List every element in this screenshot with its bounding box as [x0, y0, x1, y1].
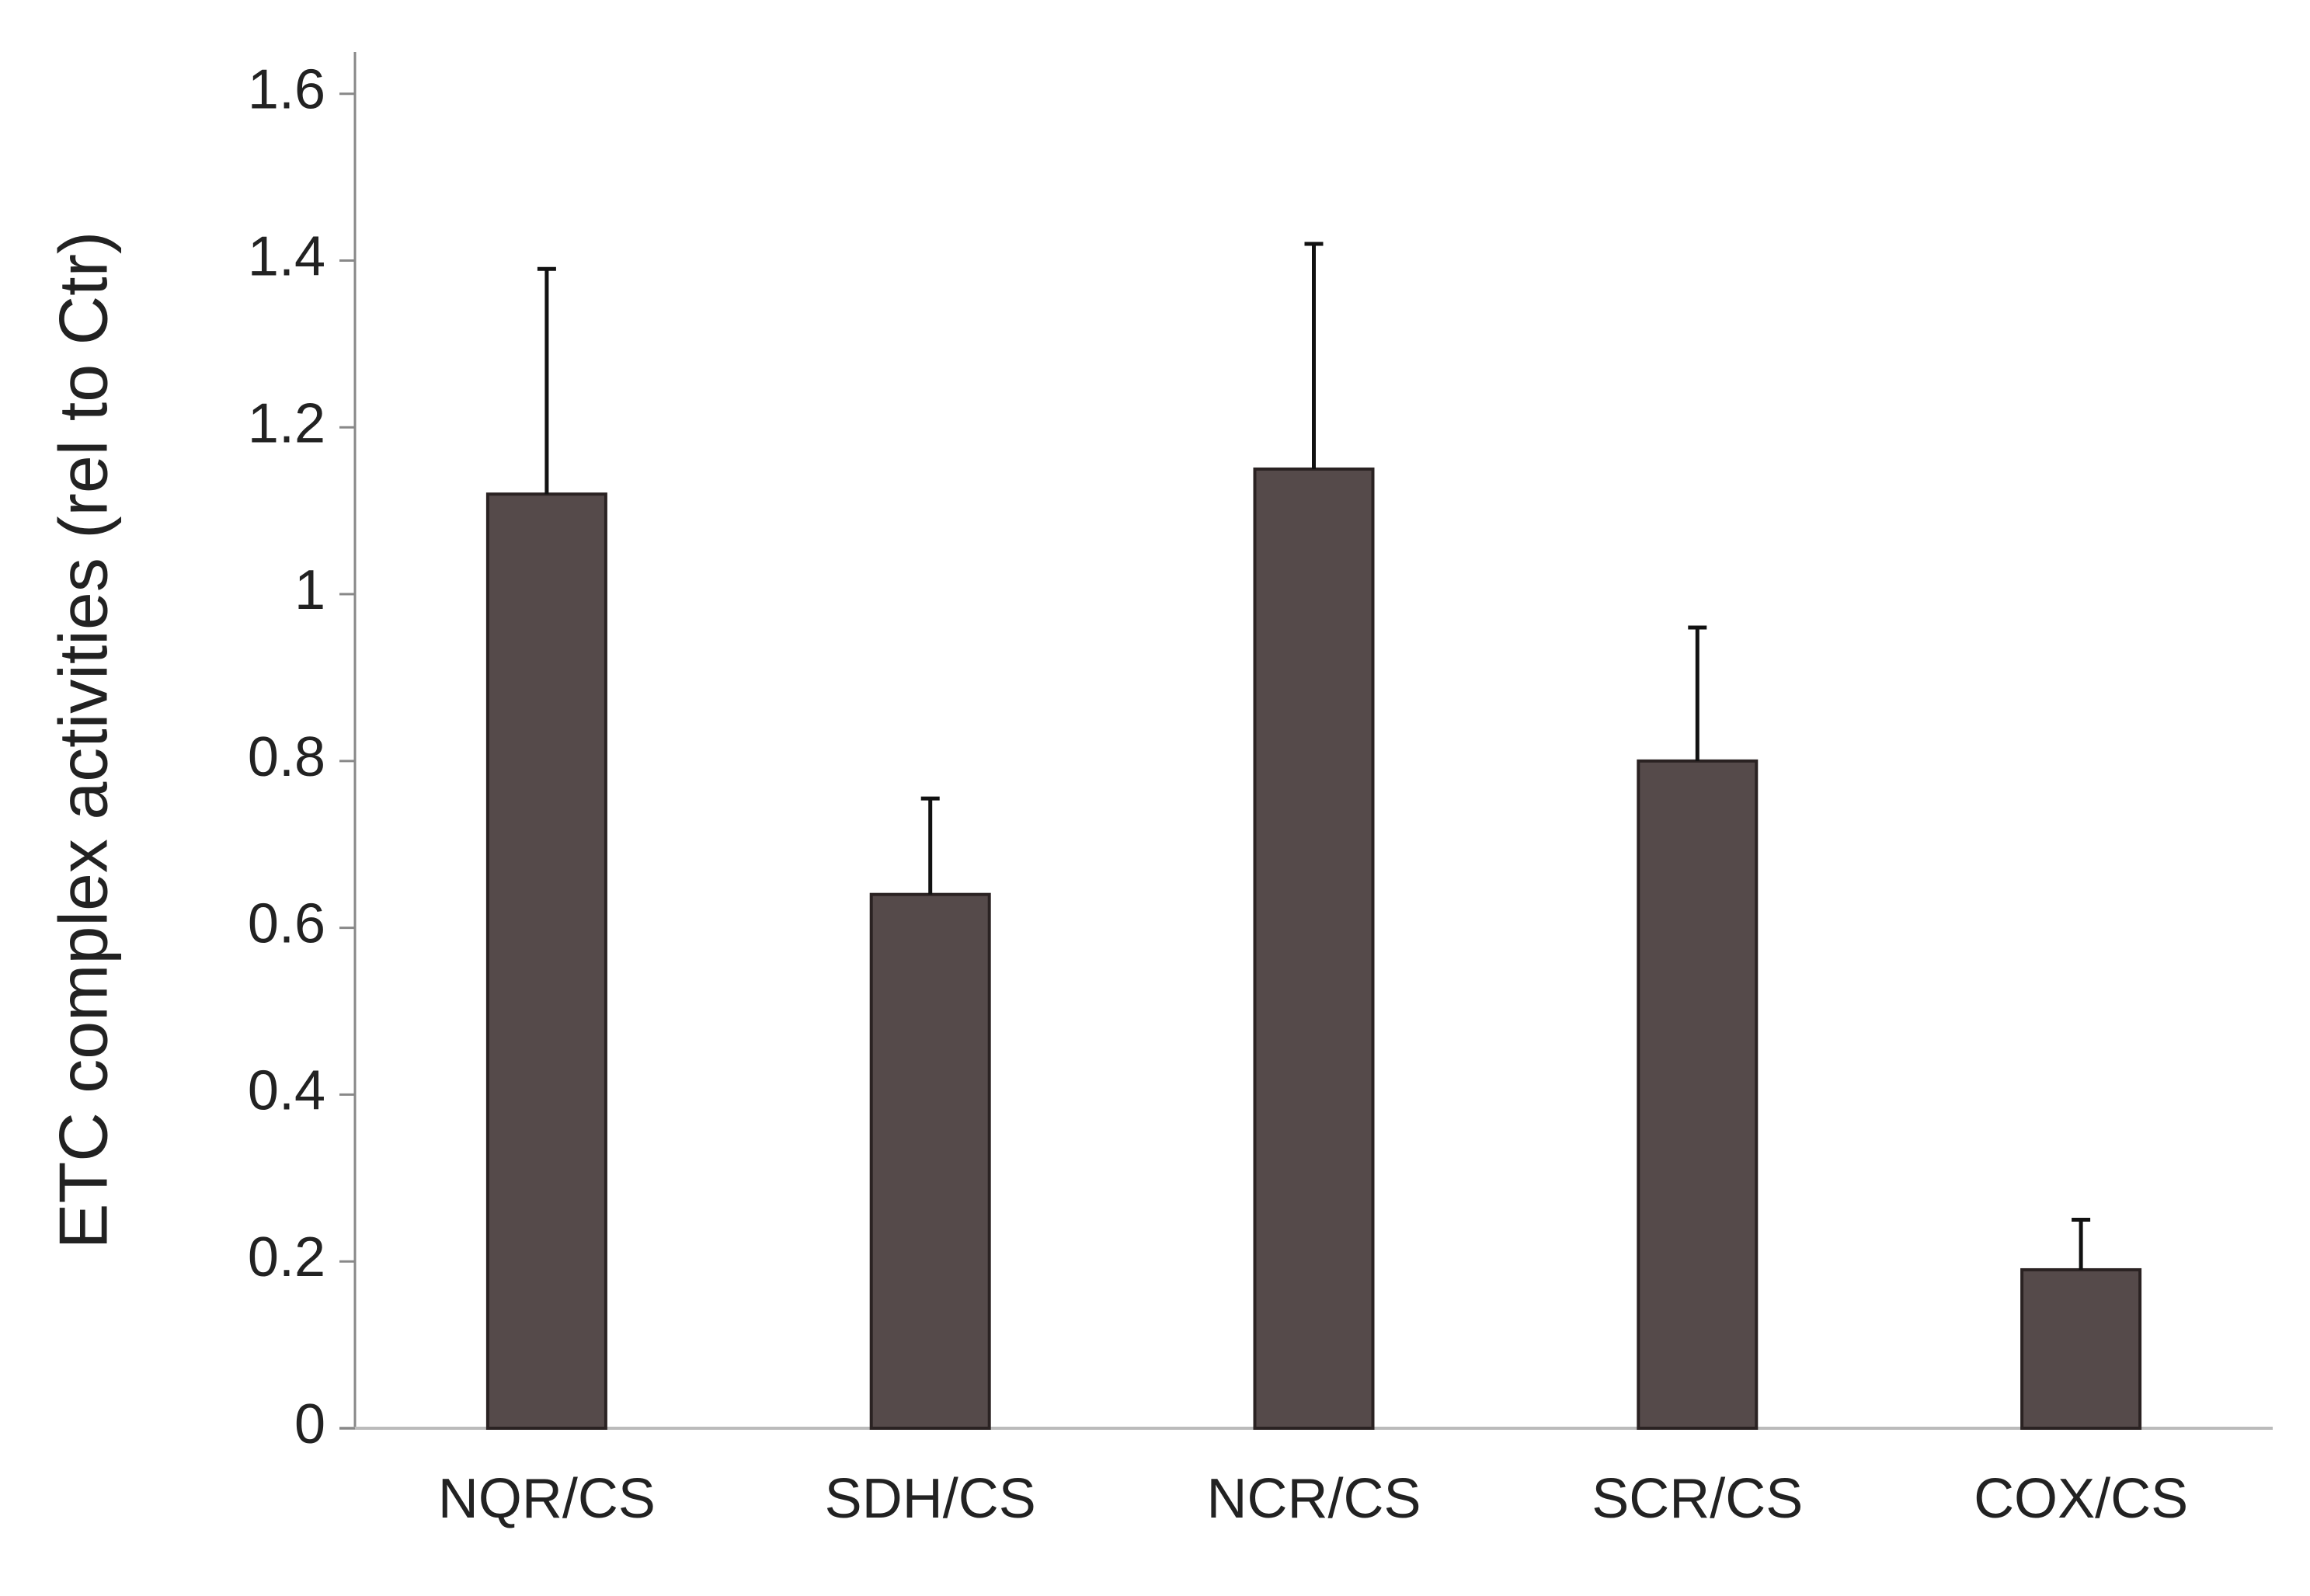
y-tick-label: 1.2 [248, 392, 325, 454]
x-tick-label: COX/CS [1974, 1468, 2188, 1530]
y-tick-label: 1 [294, 559, 325, 621]
x-tick-label: NCR/CS [1206, 1468, 1421, 1530]
error-bar [2072, 1218, 2091, 1270]
error-bar [537, 266, 556, 495]
x-tick-label: SDH/CS [825, 1468, 1036, 1530]
y-tick-label: 0.4 [248, 1059, 325, 1121]
x-tick-label: SCR/CS [1592, 1468, 1803, 1530]
bar [869, 892, 991, 1431]
bar [1637, 759, 1759, 1430]
error-bar [1688, 625, 1707, 761]
error-bar [1304, 242, 1324, 469]
y-tick-label: 0.8 [248, 726, 325, 788]
bar [485, 492, 607, 1430]
y-axis-label: ETC complex activities (rel to Ctr) [44, 231, 121, 1249]
x-tick-label: NQR/CS [438, 1468, 656, 1530]
error-bar [920, 796, 940, 895]
y-tick-label: 0 [294, 1393, 325, 1455]
bar [1253, 467, 1375, 1430]
y-tick-label: 0.2 [248, 1226, 325, 1288]
bar [2020, 1267, 2142, 1431]
y-tick-label: 1.6 [248, 59, 325, 121]
y-tick-label: 1.4 [248, 226, 325, 288]
y-tick-label: 0.6 [248, 893, 325, 955]
